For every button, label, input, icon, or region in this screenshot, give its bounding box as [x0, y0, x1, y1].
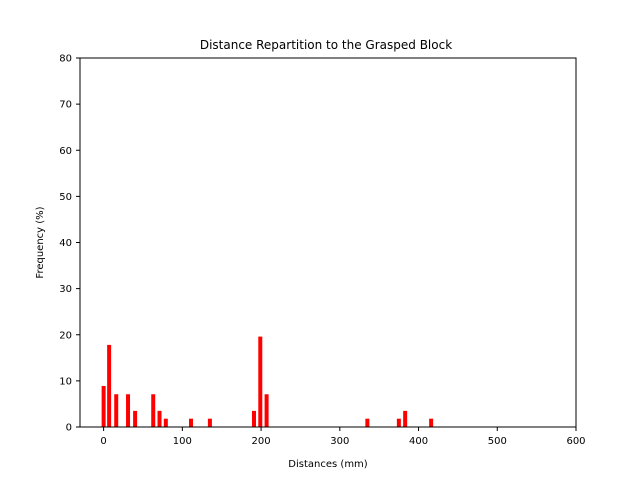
- bar: [114, 394, 119, 427]
- y-tick-label: 80: [59, 54, 72, 65]
- y-tick-label: 70: [59, 100, 72, 111]
- bars-group: [101, 336, 434, 427]
- bar: [365, 418, 370, 427]
- y-tick-label: 40: [59, 238, 72, 249]
- bar: [126, 394, 131, 427]
- bar: [396, 418, 401, 427]
- bar: [258, 336, 263, 427]
- x-tick-label: 400: [409, 436, 428, 447]
- bar: [403, 410, 408, 427]
- y-tick-label: 0: [66, 423, 72, 434]
- bar: [151, 394, 156, 427]
- bar: [264, 394, 269, 427]
- bar: [133, 410, 138, 427]
- plot-frame: [79, 57, 577, 428]
- bar: [157, 410, 162, 427]
- bar: [251, 410, 256, 427]
- x-axis-title: Distances (mm): [288, 459, 367, 470]
- y-axis-title: Frequency (%): [35, 206, 46, 278]
- y-axis-ticks: 0 10 20 30 40 50 60 70 80: [59, 54, 80, 434]
- x-tick-label: 100: [173, 436, 192, 447]
- x-axis-ticks: 0 100 200 300 400 500 600: [100, 427, 586, 447]
- bar: [101, 385, 106, 427]
- x-tick-label: 600: [566, 436, 585, 447]
- bar: [107, 344, 112, 427]
- y-tick-label: 60: [59, 146, 72, 157]
- y-tick-label: 20: [59, 330, 72, 341]
- x-tick-label: 0: [100, 436, 106, 447]
- bar: [207, 418, 212, 427]
- chart-title: Distance Repartition to the Grasped Bloc…: [200, 38, 452, 52]
- y-tick-label: 50: [59, 192, 72, 203]
- x-tick-label: 300: [330, 436, 349, 447]
- bar: [163, 418, 168, 427]
- bar: [189, 418, 194, 427]
- bar: [429, 418, 434, 427]
- x-tick-label: 200: [252, 436, 271, 447]
- y-tick-label: 10: [59, 376, 72, 387]
- x-tick-label: 500: [488, 436, 507, 447]
- y-tick-label: 30: [59, 284, 72, 295]
